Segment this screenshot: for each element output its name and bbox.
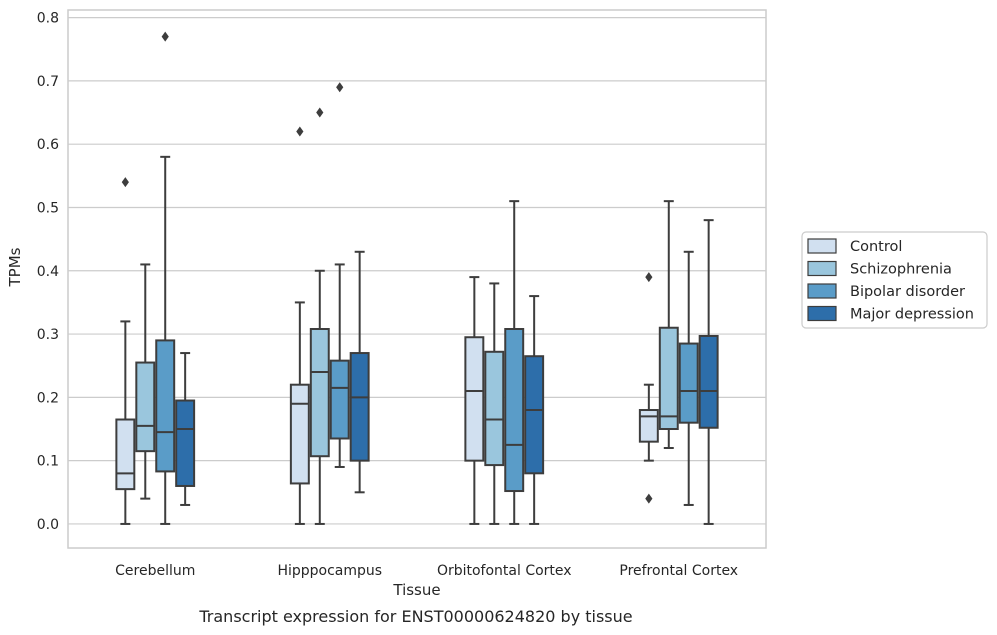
box-1-3: [658, 200, 679, 449]
y-tick-label: 0.2: [37, 390, 59, 406]
x-tick-label: Hipppocampus: [277, 563, 382, 579]
box-0-0: [115, 177, 136, 525]
legend-swatch: [807, 238, 837, 254]
box-0-1: [289, 126, 310, 525]
box-2-2: [504, 200, 525, 525]
box-0-3: [638, 272, 659, 504]
box-2-3: [678, 250, 699, 506]
box-3-1: [349, 250, 370, 494]
iqr-box: [175, 399, 196, 487]
outlier-point: [161, 31, 169, 42]
iqr-box: [658, 326, 679, 431]
x-tick-label: Cerebellum: [115, 563, 195, 579]
boxes: [115, 31, 719, 525]
y-tick-label: 0.3: [37, 327, 59, 343]
chart-caption: Transcript expression for ENST0000062482…: [198, 607, 632, 626]
y-axis-label: TPMs: [6, 247, 24, 287]
legend-swatch: [807, 305, 837, 322]
box-1-1: [309, 107, 330, 525]
box-0-2: [464, 276, 485, 525]
legend-swatch: [807, 283, 837, 299]
iqr-box: [484, 350, 505, 467]
plot-frame: [67, 9, 767, 549]
legend-label: Bipolar disorder: [850, 284, 965, 300]
iqr-box: [135, 361, 156, 453]
x-tick-label: Prefrontal Cortex: [619, 563, 738, 579]
box-2-1: [329, 82, 350, 468]
iqr-box: [464, 336, 485, 462]
y-tick-label: 0.8: [37, 11, 59, 27]
x-tick-label: Orbitofontal Cortex: [437, 563, 572, 579]
outlier-point: [645, 493, 653, 504]
legend: Control Schizophrenia Bipolar disorder Majo…: [801, 231, 988, 329]
y-tick-label: 0.5: [37, 200, 59, 216]
iqr-box: [289, 383, 310, 485]
legend-swatch: [807, 260, 837, 277]
y-tick-label: 0.1: [37, 454, 59, 470]
legend-label: Control: [850, 239, 902, 255]
box-3-3: [698, 219, 719, 525]
y-tick-label: 0.6: [37, 137, 59, 153]
y-tick-label: 0.7: [37, 74, 59, 90]
outlier-point: [316, 107, 324, 118]
box-2-0: [155, 31, 176, 525]
box-1-2: [484, 282, 505, 525]
legend-label: Schizophrenia: [850, 262, 952, 278]
outlier-point: [645, 272, 653, 283]
y-tick-label: 0.0: [37, 517, 59, 533]
legend-frame: [801, 231, 988, 329]
iqr-box: [349, 352, 370, 462]
box-1-0: [135, 263, 156, 500]
outlier-point: [121, 177, 129, 188]
iqr-box: [309, 328, 330, 458]
iqr-box: [504, 328, 525, 493]
iqr-box: [155, 339, 176, 473]
iqr-box: [698, 334, 719, 429]
iqr-box: [115, 418, 136, 491]
iqr-box: [329, 359, 350, 440]
legend-label: Major depression: [850, 307, 974, 323]
iqr-box: [678, 342, 699, 424]
iqr-box: [524, 355, 545, 475]
outlier-point: [336, 82, 344, 93]
iqr-box: [638, 409, 659, 443]
x-tick-labels: Cerebellum Hipppocampus Orbitofontal Corte…: [115, 563, 738, 579]
y-tick-labels: 0.0 0.1 0.2 0.3 0.4 0.5 0.6 0.7 0.8: [37, 11, 59, 533]
box-3-2: [524, 295, 545, 525]
y-tick-label: 0.4: [37, 264, 59, 280]
box-3-0: [175, 352, 196, 506]
outlier-point: [296, 126, 304, 137]
x-axis-label: Tissue: [392, 581, 440, 599]
